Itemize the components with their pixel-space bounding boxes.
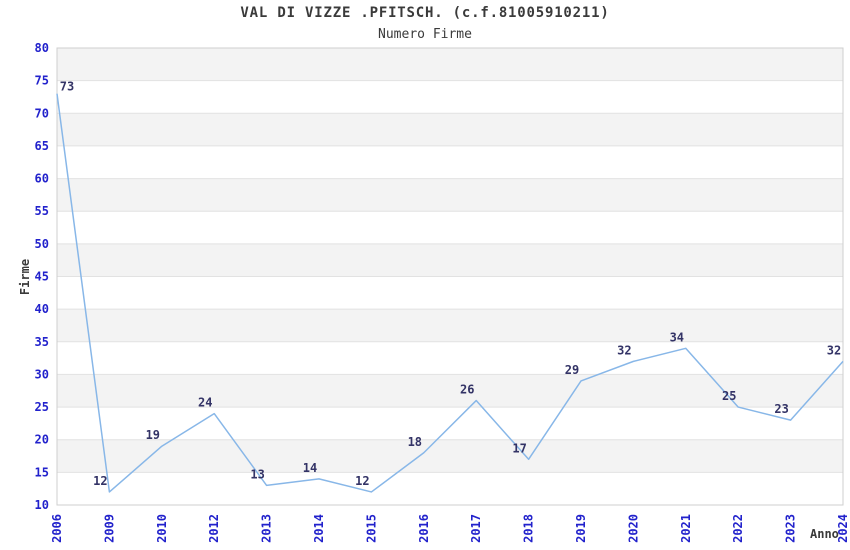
x-tick-label: 2016 (417, 514, 431, 543)
x-tick-label: 2006 (50, 514, 64, 543)
x-tick-label: 2024 (836, 514, 850, 543)
x-tick-label: 2015 (364, 514, 378, 543)
plot-band (57, 439, 843, 473)
y-tick-label: 15 (35, 465, 49, 479)
data-label: 14 (303, 461, 317, 475)
data-label: 25 (722, 389, 736, 403)
y-tick-label: 20 (35, 433, 49, 447)
data-label: 12 (355, 474, 369, 488)
data-label: 18 (408, 435, 422, 449)
x-tick-label: 2017 (469, 514, 483, 543)
plot-band (57, 309, 843, 342)
y-tick-label: 80 (35, 41, 49, 55)
data-label: 32 (617, 343, 631, 357)
data-label: 34 (670, 330, 684, 344)
plot-band (57, 113, 843, 146)
x-tick-label: 2020 (626, 514, 640, 543)
y-tick-label: 70 (35, 106, 49, 120)
data-label: 29 (565, 363, 579, 377)
plot-band (57, 48, 843, 81)
x-tick-label: 2019 (574, 514, 588, 543)
y-tick-label: 35 (35, 335, 49, 349)
data-label: 73 (60, 80, 74, 94)
data-label: 24 (198, 396, 212, 410)
data-line (56, 93, 844, 493)
y-tick-label: 75 (35, 74, 49, 88)
data-label: 26 (460, 383, 474, 397)
plot-band (57, 243, 843, 277)
chart-subtitle: Numero Firme (378, 27, 472, 42)
data-label: 12 (93, 474, 107, 488)
data-label: 23 (774, 402, 788, 416)
x-tick-label: 2010 (155, 514, 169, 543)
x-tick-label: 2009 (102, 514, 116, 543)
x-tick-label: 2023 (784, 514, 798, 543)
y-tick-label: 55 (35, 204, 49, 218)
x-tick-label: 2021 (679, 514, 693, 543)
y-tick-label: 60 (35, 172, 49, 186)
y-tick-label: 65 (35, 139, 49, 153)
data-label: 17 (512, 441, 526, 455)
data-label: 13 (250, 467, 264, 481)
plot-band (57, 374, 843, 408)
data-label: 32 (827, 343, 841, 357)
y-tick-label: 25 (35, 400, 49, 414)
y-tick-label: 50 (35, 237, 49, 251)
plot-border (56, 47, 844, 506)
x-tick-label: 2022 (731, 514, 745, 543)
x-tick-label: 2013 (260, 514, 274, 543)
data-label: 19 (146, 428, 160, 442)
chart-title: VAL DI VIZZE .PFITSCH. (c.f.81005910211) (240, 5, 610, 21)
y-tick-label: 10 (35, 498, 49, 512)
x-tick-label: 2012 (207, 514, 221, 543)
y-tick-label: 30 (35, 367, 49, 381)
x-tick-label: 2018 (522, 514, 536, 543)
y-tick-label: 40 (35, 302, 49, 316)
x-tick-label: 2014 (312, 514, 326, 543)
plot-band (57, 178, 843, 212)
x-axis-title: Anno (810, 527, 839, 541)
y-tick-label: 45 (35, 270, 49, 284)
